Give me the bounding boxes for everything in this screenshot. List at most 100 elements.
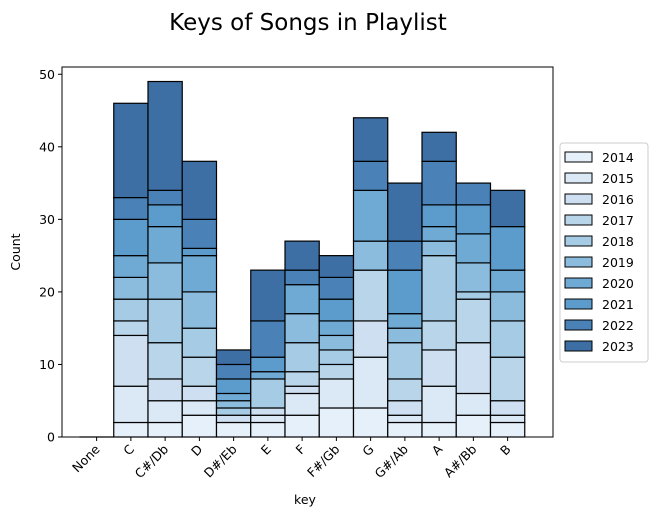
bar-segment-2017-B <box>489 356 526 402</box>
x-tick-label: D <box>188 442 205 459</box>
bar-segment-2019-C <box>113 276 149 300</box>
y-tick-label: 30 <box>39 212 55 227</box>
legend-swatch-2016 <box>564 193 593 205</box>
bar-segment-2014-D#/Eb <box>215 421 252 438</box>
bar-segment-2021-D#/Eb <box>215 378 252 395</box>
bar-segment-2017-A#/Bb <box>455 298 492 344</box>
bar-segment-2017-G <box>352 269 389 322</box>
bar-segment-2014-E <box>250 421 286 438</box>
bar-segment-2016-C#/Db <box>147 378 183 402</box>
bar-segment-2019-C#/Db <box>147 262 183 300</box>
bar-segment-2018-C#/Db <box>147 298 183 344</box>
bar-segment-2022-C#/Db <box>147 189 183 206</box>
legend-swatch-2015 <box>564 172 593 184</box>
bar-segment-2019-D#/Eb <box>215 400 252 409</box>
bar-segment-2014-B <box>489 421 526 438</box>
bar-segment-2016-D <box>181 385 218 402</box>
x-tick-label: G <box>359 442 376 459</box>
bar-segment-2022-E <box>250 320 286 358</box>
bar-segment-2015-F#/Gb <box>318 378 355 409</box>
bar-segment-2018-E <box>250 378 286 409</box>
bar-segment-2020-G <box>352 189 389 242</box>
bar-segment-2021-C#/Db <box>147 204 183 228</box>
bar-segment-2020-F <box>284 284 320 315</box>
bar-segment-2020-C#/Db <box>147 226 183 264</box>
x-tick-label: B <box>497 442 514 459</box>
bar-segment-2017-G#/Ab <box>387 378 423 402</box>
bar-segment-2020-G#/Ab <box>387 313 423 329</box>
bar-segment-2019-D <box>181 291 218 329</box>
bar-segment-2020-D#/Eb <box>215 392 252 402</box>
legend-swatch-2014 <box>564 151 593 163</box>
bars-group <box>79 80 526 438</box>
x-tick-label: C#/Db <box>132 441 172 481</box>
bar-segment-2016-F <box>284 385 320 395</box>
legend-swatch-2017 <box>564 214 593 226</box>
bar-segment-2014-D <box>181 414 218 438</box>
y-tick-label: 20 <box>39 284 55 299</box>
y-tick-label: 50 <box>39 67 55 82</box>
bar-segment-2020-C <box>113 255 149 278</box>
bar-segment-2018-B <box>489 320 526 358</box>
legend-swatch-2018 <box>564 235 593 247</box>
bar-segment-2021-A <box>421 204 457 228</box>
bar-segment-2023-F#/Gb <box>318 255 355 278</box>
x-tick-label: F <box>293 442 309 458</box>
bar-segment-2016-G <box>352 320 389 358</box>
bar-segment-2014-C#/Db <box>147 421 183 438</box>
bar-segment-2022-F#/Gb <box>318 276 355 300</box>
bar-segment-2019-F#/Gb <box>318 334 355 351</box>
legend-swatch-2022 <box>564 319 593 331</box>
bar-segment-2020-B <box>489 269 526 293</box>
bar-segment-2018-A <box>421 255 457 322</box>
bar-segment-2019-B <box>489 291 526 322</box>
bar-segment-2020-A#/Bb <box>455 233 492 264</box>
x-tick-label: E <box>258 441 274 457</box>
legend-label-2023: 2023 <box>602 339 634 354</box>
bar-segment-2020-A <box>421 226 457 242</box>
bar-segment-2018-C <box>113 298 149 322</box>
bar-segment-2014-G <box>352 407 389 438</box>
x-tick-label: G#/Ab <box>371 441 411 481</box>
legend-label-2017: 2017 <box>602 213 634 228</box>
chart-title: Keys of Songs in Playlist <box>169 10 447 36</box>
bar-segment-2017-C#/Db <box>147 342 183 380</box>
bar-segment-2014-F#/Gb <box>318 407 355 438</box>
x-tick-label: F#/Gb <box>304 441 343 480</box>
bar-segment-2015-B <box>489 414 526 424</box>
legend-label-2020: 2020 <box>602 276 634 291</box>
bar-segment-2015-G <box>352 356 389 409</box>
bar-segment-2018-D#/Eb <box>215 407 252 416</box>
bar-segment-2017-C <box>113 320 149 337</box>
bar-segment-2022-A#/Bb <box>455 182 492 206</box>
bar-segment-2023-F <box>284 240 320 271</box>
bar-segment-2015-C <box>113 385 149 424</box>
bar-segment-2015-D <box>181 400 218 416</box>
legend-swatch-2020 <box>564 277 593 289</box>
bar-segment-2016-D#/Eb <box>215 414 252 424</box>
bar-segment-2021-B <box>489 226 526 271</box>
legend-label-2019: 2019 <box>602 255 634 270</box>
bar-segment-2023-E <box>250 269 286 322</box>
bar-segment-2023-C#/Db <box>147 80 183 191</box>
legend-swatch-2023 <box>564 340 593 352</box>
bar-segment-2023-G#/Ab <box>387 182 423 242</box>
bar-segment-2016-C <box>113 334 149 387</box>
bar-segment-2021-A#/Bb <box>455 204 492 235</box>
bar-segment-2022-D#/Eb <box>215 363 252 380</box>
legend-label-2015: 2015 <box>602 171 634 186</box>
legend-label-2022: 2022 <box>602 318 634 333</box>
bar-segment-2016-E <box>250 407 286 416</box>
bar-segment-2020-E <box>250 371 286 380</box>
bar-segment-2015-A#/Bb <box>455 392 492 416</box>
bar-segment-2015-A <box>421 385 457 424</box>
bar-segment-2016-G#/Ab <box>387 400 423 416</box>
legend: 2014 2015 2016 2017 2018 2019 2020 2021 2022 2023 <box>559 142 649 363</box>
bar-segment-2018-F#/Gb <box>318 349 355 366</box>
x-axis-label: key <box>294 492 316 507</box>
bar-segment-2017-A <box>421 320 457 351</box>
bar-segment-2023-G <box>352 117 389 162</box>
bar-segment-2015-G#/Ab <box>387 414 423 424</box>
bar-segment-2023-A <box>421 131 457 162</box>
